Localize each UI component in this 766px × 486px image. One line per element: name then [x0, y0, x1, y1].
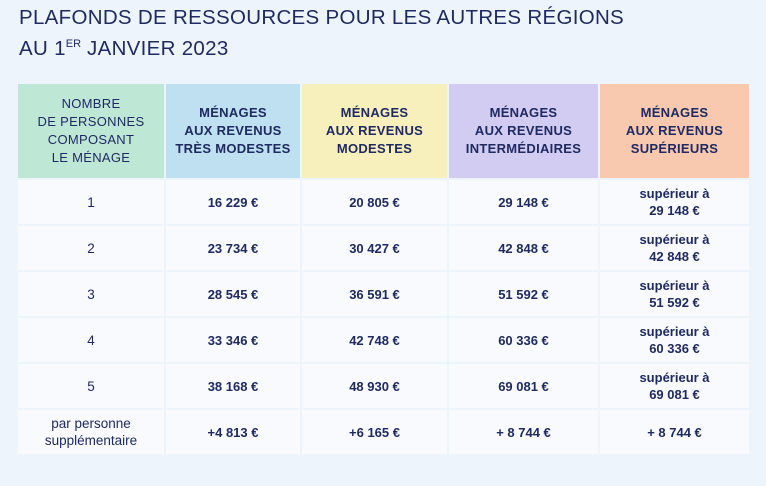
text-line: 42 848 € — [649, 249, 700, 264]
text-line: NOMBRE — [61, 96, 121, 111]
cell-persons: 2 — [16, 224, 166, 272]
title-line-2-superscript: ER — [65, 38, 82, 50]
text-line: + 8 744 € — [647, 424, 702, 440]
text-line: supérieur à — [639, 370, 710, 385]
cell-intermediaires: 69 081 € — [447, 362, 600, 410]
title-line-1: PLAFONDS DE RESSOURCES POUR LES AUTRES R… — [19, 6, 625, 29]
table-row: 2 23 734 €30 427 €42 848 € supérieur à 42 8… — [16, 224, 751, 272]
text-line: supérieur à — [639, 324, 710, 339]
title-line-2: AU 1ER JANVIER 2023 — [19, 31, 624, 62]
bottom-band — [16, 462, 749, 486]
text-line: AUX REVENUS — [184, 123, 282, 138]
cell-superieurs: supérieur à 29 148 € — [598, 178, 751, 226]
cell-modestes: 48 930 € — [300, 362, 449, 410]
title-line-2-suffix: JANVIER 2023 — [81, 37, 229, 60]
cell-persons: 5 — [16, 362, 166, 410]
cell-modestes: 42 748 € — [300, 316, 449, 364]
header-intermediaires: MÉNAGES AUX REVENUS INTERMÉDIAIRES — [447, 82, 600, 180]
cell-tres-modestes: +4 813 € — [164, 408, 302, 456]
header-modestes: MÉNAGES AUX REVENUS MODESTES — [300, 82, 449, 180]
table-row: 3 28 545 €36 591 €51 592 € supérieur à 51 5… — [16, 270, 751, 318]
text-line: MÉNAGES — [340, 105, 409, 120]
cell-modestes: 30 427 € — [300, 224, 449, 272]
cell-tres-modestes: 23 734 € — [164, 224, 302, 272]
text-line: 29 148 € — [649, 203, 700, 218]
cell-tres-modestes: 16 229 € — [164, 178, 302, 226]
text-line: SUPÉRIEURS — [630, 141, 719, 156]
text-line: DE PERSONNES — [37, 114, 145, 129]
cell-tres-modestes: 38 168 € — [164, 362, 302, 410]
cell-intermediaires: 42 848 € — [447, 224, 600, 272]
table-row: 4 33 346 €42 748 €60 336 € supérieur à 60 3… — [16, 316, 751, 364]
text-line: TRÈS MODESTES — [175, 141, 291, 156]
cell-modestes: +6 165 € — [300, 408, 449, 456]
text-line: 4 — [87, 332, 95, 348]
cell-persons: 4 — [16, 316, 166, 364]
text-line: MÉNAGES — [199, 105, 267, 120]
cell-intermediaires: + 8 744 € — [447, 408, 600, 456]
text-line: MÉNAGES — [489, 105, 558, 120]
text-line: 5 — [87, 378, 95, 394]
text-line: supplémentaire — [44, 433, 138, 448]
header-tres-modestes: MÉNAGES AUX REVENUS TRÈS MODESTES — [164, 82, 302, 180]
income-ceiling-table: NOMBRE DE PERSONNES COMPOSANT LE MÉNAGE MÉN… — [16, 82, 751, 456]
text-line: MODESTES — [336, 141, 413, 156]
cell-tres-modestes: 33 346 € — [164, 316, 302, 364]
cell-superieurs: supérieur à 42 848 € — [598, 224, 751, 272]
cell-modestes: 20 805 € — [300, 178, 449, 226]
text-line: 2 — [87, 240, 95, 256]
cell-modestes: 36 591 € — [300, 270, 449, 318]
header-superieurs: MÉNAGES AUX REVENUS SUPÉRIEURS — [598, 82, 751, 180]
cell-superieurs: supérieur à 51 592 € — [598, 270, 751, 318]
text-line: supérieur à — [639, 278, 710, 293]
text-line: 60 336 € — [649, 341, 700, 356]
table-body: 1 16 229 €20 805 €29 148 € supérieur à 29 1… — [16, 178, 751, 456]
text-line: INTERMÉDIAIRES — [465, 141, 582, 156]
text-line: LE MÉNAGE — [51, 150, 131, 165]
text-line: 51 592 € — [649, 295, 700, 310]
header-persons: NOMBRE DE PERSONNES COMPOSANT LE MÉNAGE — [16, 82, 166, 180]
text-line: supérieur à — [639, 186, 710, 201]
cell-superieurs: + 8 744 € — [598, 408, 751, 456]
text-line: 3 — [87, 286, 95, 302]
table-header-row: NOMBRE DE PERSONNES COMPOSANT LE MÉNAGE MÉN… — [16, 82, 751, 180]
cell-intermediaires: 29 148 € — [447, 178, 600, 226]
text-line: 1 — [87, 194, 95, 210]
text-line: AUX REVENUS — [474, 123, 573, 138]
cell-intermediaires: 51 592 € — [447, 270, 600, 318]
table-row: 5 38 168 €48 930 €69 081 € supérieur à 69 0… — [16, 362, 751, 410]
text-line: MÉNAGES — [640, 105, 709, 120]
text-line: COMPOSANT — [47, 132, 135, 147]
table-row: 1 16 229 €20 805 €29 148 € supérieur à 29 1… — [16, 178, 751, 226]
text-line: supérieur à — [639, 232, 710, 247]
cell-superieurs: supérieur à 69 081 € — [598, 362, 751, 410]
text-line: AUX REVENUS — [325, 123, 424, 138]
cell-persons: 3 — [16, 270, 166, 318]
cell-persons: par personne supplémentaire — [16, 408, 166, 456]
title-line-2-prefix: AU 1 — [19, 37, 66, 60]
cell-intermediaires: 60 336 € — [447, 316, 600, 364]
table-row: par personne supplémentaire +4 813 € +6 165… — [16, 408, 751, 456]
cell-superieurs: supérieur à 60 336 € — [598, 316, 751, 364]
cell-persons: 1 — [16, 178, 166, 226]
text-line: 69 081 € — [649, 387, 700, 402]
cell-tres-modestes: 28 545 € — [164, 270, 302, 318]
text-line: AUX REVENUS — [625, 123, 724, 138]
page-title: PLAFONDS DE RESSOURCES POUR LES AUTRES R… — [19, 4, 624, 62]
text-line: par personne — [51, 416, 131, 431]
